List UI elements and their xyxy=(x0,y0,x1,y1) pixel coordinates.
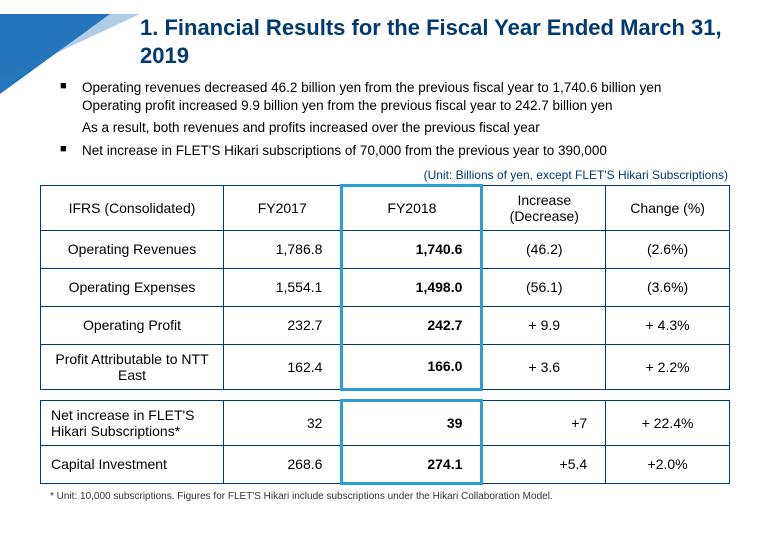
row-label: Capital Investment xyxy=(41,445,224,483)
bullet-list: Operating revenues decreased 46.2 billio… xyxy=(60,79,750,160)
cell-fy2018: 166.0 xyxy=(342,344,482,389)
cell-inc: +5.4 xyxy=(482,445,606,483)
row-label: Net increase in FLET'S Hikari Subscripti… xyxy=(41,400,224,445)
table-row: Operating Revenues 1,786.8 1,740.6 (46.2… xyxy=(41,230,730,268)
table-row: Net increase in FLET'S Hikari Subscripti… xyxy=(41,400,730,445)
cell-fy2018: 1,740.6 xyxy=(342,230,482,268)
cell-fy2017: 162.4 xyxy=(224,344,342,389)
footnote: * Unit: 10,000 subscriptions. Figures fo… xyxy=(50,491,730,502)
row-label: Operating Profit xyxy=(41,306,224,344)
cell-fy2017: 232.7 xyxy=(224,306,342,344)
cell-inc: (56.1) xyxy=(482,268,606,306)
cell-chg: + 22.4% xyxy=(606,400,730,445)
table-header-row: IFRS (Consolidated) FY2017 FY2018 Increa… xyxy=(41,185,730,230)
unit-note: (Unit: Billions of yen, except FLET'S Hi… xyxy=(0,168,728,182)
bullet-2: Net increase in FLET'S Hikari subscripti… xyxy=(60,142,750,160)
cell-fy2017: 1,554.1 xyxy=(224,268,342,306)
table-row: Operating Expenses 1,554.1 1,498.0 (56.1… xyxy=(41,268,730,306)
th-fy2018: FY2018 xyxy=(342,185,482,230)
row-label: Profit Attributable to NTT East xyxy=(41,344,224,389)
cell-inc: + 3.6 xyxy=(482,344,606,389)
financial-table-1: IFRS (Consolidated) FY2017 FY2018 Increa… xyxy=(40,184,730,391)
cell-fy2018: 1,498.0 xyxy=(342,268,482,306)
bullet-1: Operating revenues decreased 46.2 billio… xyxy=(60,79,750,138)
table-row: Capital Investment 268.6 274.1 +5.4 +2.0… xyxy=(41,445,730,483)
th-fy2017: FY2017 xyxy=(224,185,342,230)
cell-chg: +2.0% xyxy=(606,445,730,483)
cell-chg: (3.6%) xyxy=(606,268,730,306)
table-wrap: IFRS (Consolidated) FY2017 FY2018 Increa… xyxy=(40,184,730,485)
cell-inc: + 9.9 xyxy=(482,306,606,344)
cell-fy2018: 39 xyxy=(342,400,482,445)
th-increase: Increase (Decrease) xyxy=(482,185,606,230)
page-title: 1. Financial Results for the Fiscal Year… xyxy=(140,14,730,69)
table-row: Operating Profit 232.7 242.7 + 9.9 + 4.3… xyxy=(41,306,730,344)
cell-chg: + 2.2% xyxy=(606,344,730,389)
cell-fy2017: 268.6 xyxy=(224,445,342,483)
bullet-1-line3: As a result, both revenues and profits i… xyxy=(82,119,750,137)
th-ifrs: IFRS (Consolidated) xyxy=(41,185,224,230)
bullet-1-line1: Operating revenues decreased 46.2 billio… xyxy=(82,80,661,95)
cell-chg: + 4.3% xyxy=(606,306,730,344)
cell-inc: (46.2) xyxy=(482,230,606,268)
row-label: Operating Revenues xyxy=(41,230,224,268)
cell-fy2018: 274.1 xyxy=(342,445,482,483)
bullet-1-line2: Operating profit increased 9.9 billion y… xyxy=(82,97,750,115)
th-change: Change (%) xyxy=(606,185,730,230)
cell-fy2017: 32 xyxy=(224,400,342,445)
table-gap xyxy=(40,391,730,399)
cell-chg: (2.6%) xyxy=(606,230,730,268)
cell-fy2018: 242.7 xyxy=(342,306,482,344)
row-label: Operating Expenses xyxy=(41,268,224,306)
financial-table-2: Net increase in FLET'S Hikari Subscripti… xyxy=(40,399,730,485)
cell-inc: +7 xyxy=(482,400,606,445)
table-row: Profit Attributable to NTT East 162.4 16… xyxy=(41,344,730,389)
cell-fy2017: 1,786.8 xyxy=(224,230,342,268)
